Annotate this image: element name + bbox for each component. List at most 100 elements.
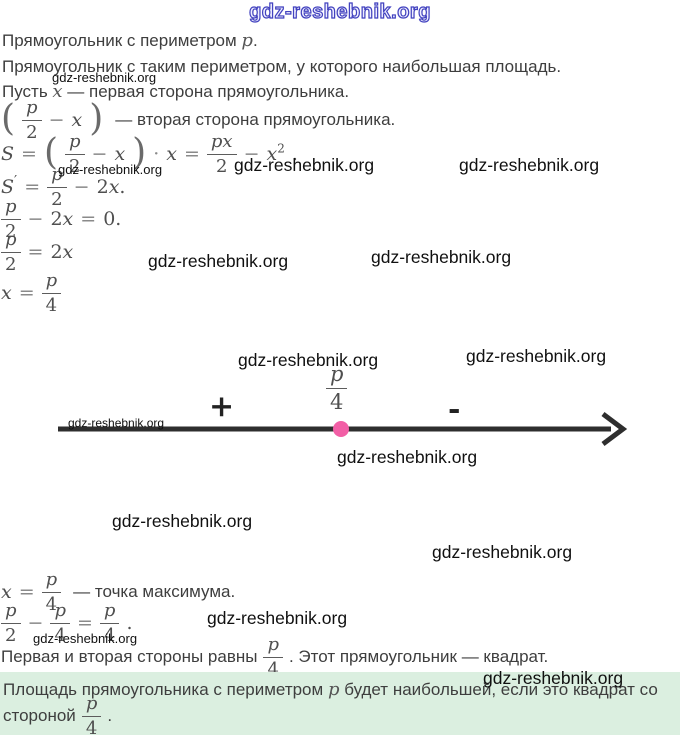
var-x: x — [114, 143, 126, 165]
equals-op: = — [80, 208, 97, 230]
period: . — [126, 612, 133, 634]
term-2x: 2x — [50, 241, 74, 263]
critical-point-dot — [333, 421, 349, 437]
equals-op: = — [27, 241, 44, 263]
equals-op: = — [24, 176, 41, 198]
watermark: gdz-reshebnik.org — [33, 631, 138, 646]
watermark: gdz-reshebnik.org — [371, 247, 512, 267]
site-watermark-logo: gdz-reshebnik.org — [248, 0, 431, 23]
minus-op: − — [27, 612, 44, 634]
watermark: gdz-reshebnik.org — [52, 70, 157, 85]
equals-op: = — [76, 612, 93, 634]
minus-op: − — [243, 143, 260, 165]
equals-op: = — [18, 581, 35, 603]
fraction-px-2: px 2 — [206, 132, 237, 176]
var-p: p — [241, 30, 253, 51]
minus-op: − — [48, 109, 65, 131]
statement-line-1: Прямоугольник с периметром p. — [2, 30, 258, 51]
period: . — [252, 31, 258, 50]
left-paren: ( — [43, 132, 58, 173]
watermark: gdz-reshebnik.org — [112, 511, 253, 531]
statement-text: Пусть — [2, 82, 48, 101]
equals-op: = — [18, 282, 35, 304]
watermark: gdz-reshebnik.org — [148, 251, 289, 271]
var-x: x — [1, 282, 12, 304]
statement-text: стороной — [3, 706, 76, 725]
watermark: gdz-reshebnik.org — [466, 346, 607, 366]
watermark: gdz-reshebnik.org — [337, 447, 478, 467]
watermark: gdz-reshebnik.org — [238, 350, 379, 370]
conclusion-line-1: Площадь прямоугольника с периметром p бу… — [3, 679, 658, 700]
period: . — [107, 706, 113, 725]
var-x: x — [1, 581, 12, 603]
multiply-op: · — [153, 143, 160, 165]
right-paren: ) — [132, 132, 147, 173]
formula-caption: — точка максимума. — [73, 582, 236, 601]
statement-text: — первая сторона прямоугольника. — [67, 82, 350, 101]
minus-op: − — [91, 143, 108, 165]
statement-text: будет наибольшей, если это квадрат со — [344, 680, 658, 699]
var-x: x — [166, 143, 177, 165]
statement-text: Площадь прямоугольника с периметром — [3, 680, 324, 699]
statement-text: Прямоугольник с периметром — [2, 31, 237, 50]
watermark: gdz-reshebnik.org — [459, 155, 600, 175]
conclusion-highlight — [0, 672, 680, 735]
term-zero: 0. — [103, 208, 122, 230]
right-paren: ) — [89, 98, 104, 139]
equals-op: = — [21, 143, 37, 165]
minus-op: − — [27, 208, 44, 230]
watermark: gdz-reshebnik.org — [234, 155, 375, 175]
var-x: x — [71, 109, 83, 131]
statement-line-3: Пусть x — первая сторона прямоугольника. — [2, 81, 349, 102]
watermark: gdz-reshebnik.org — [207, 608, 348, 628]
minus-op: − — [73, 176, 90, 198]
x-squared: x2 — [266, 141, 285, 165]
period: . — [291, 143, 298, 165]
var-p: p — [327, 679, 340, 700]
var-S: S — [1, 143, 15, 165]
arrow-right-icon — [601, 412, 628, 446]
minus-sign: - — [448, 392, 461, 427]
formula-caption: — вторая сторона прямоугольника. — [115, 110, 396, 129]
number-line — [58, 412, 628, 446]
statement-line-2: Прямоугольник с таким периметром, у кото… — [2, 57, 562, 76]
equals-op: = — [183, 143, 200, 165]
statement-text: Первая и вторая стороны равны — [1, 647, 258, 666]
watermark: gdz-reshebnik.org — [68, 416, 165, 430]
watermark: gdz-reshebnik.org — [483, 668, 624, 688]
watermark: gdz-reshebnik.org — [58, 162, 163, 177]
plus-sign: + — [209, 389, 235, 424]
term-2x: 2x. — [96, 176, 126, 198]
var-x: x — [52, 81, 63, 102]
statement-text: . Этот прямоугольник — квадрат. — [288, 647, 549, 666]
var-S-prime: S′ — [1, 173, 18, 198]
term-2x: 2x — [50, 208, 74, 230]
left-paren: ( — [1, 98, 16, 139]
watermark: gdz-reshebnik.org — [432, 542, 573, 562]
